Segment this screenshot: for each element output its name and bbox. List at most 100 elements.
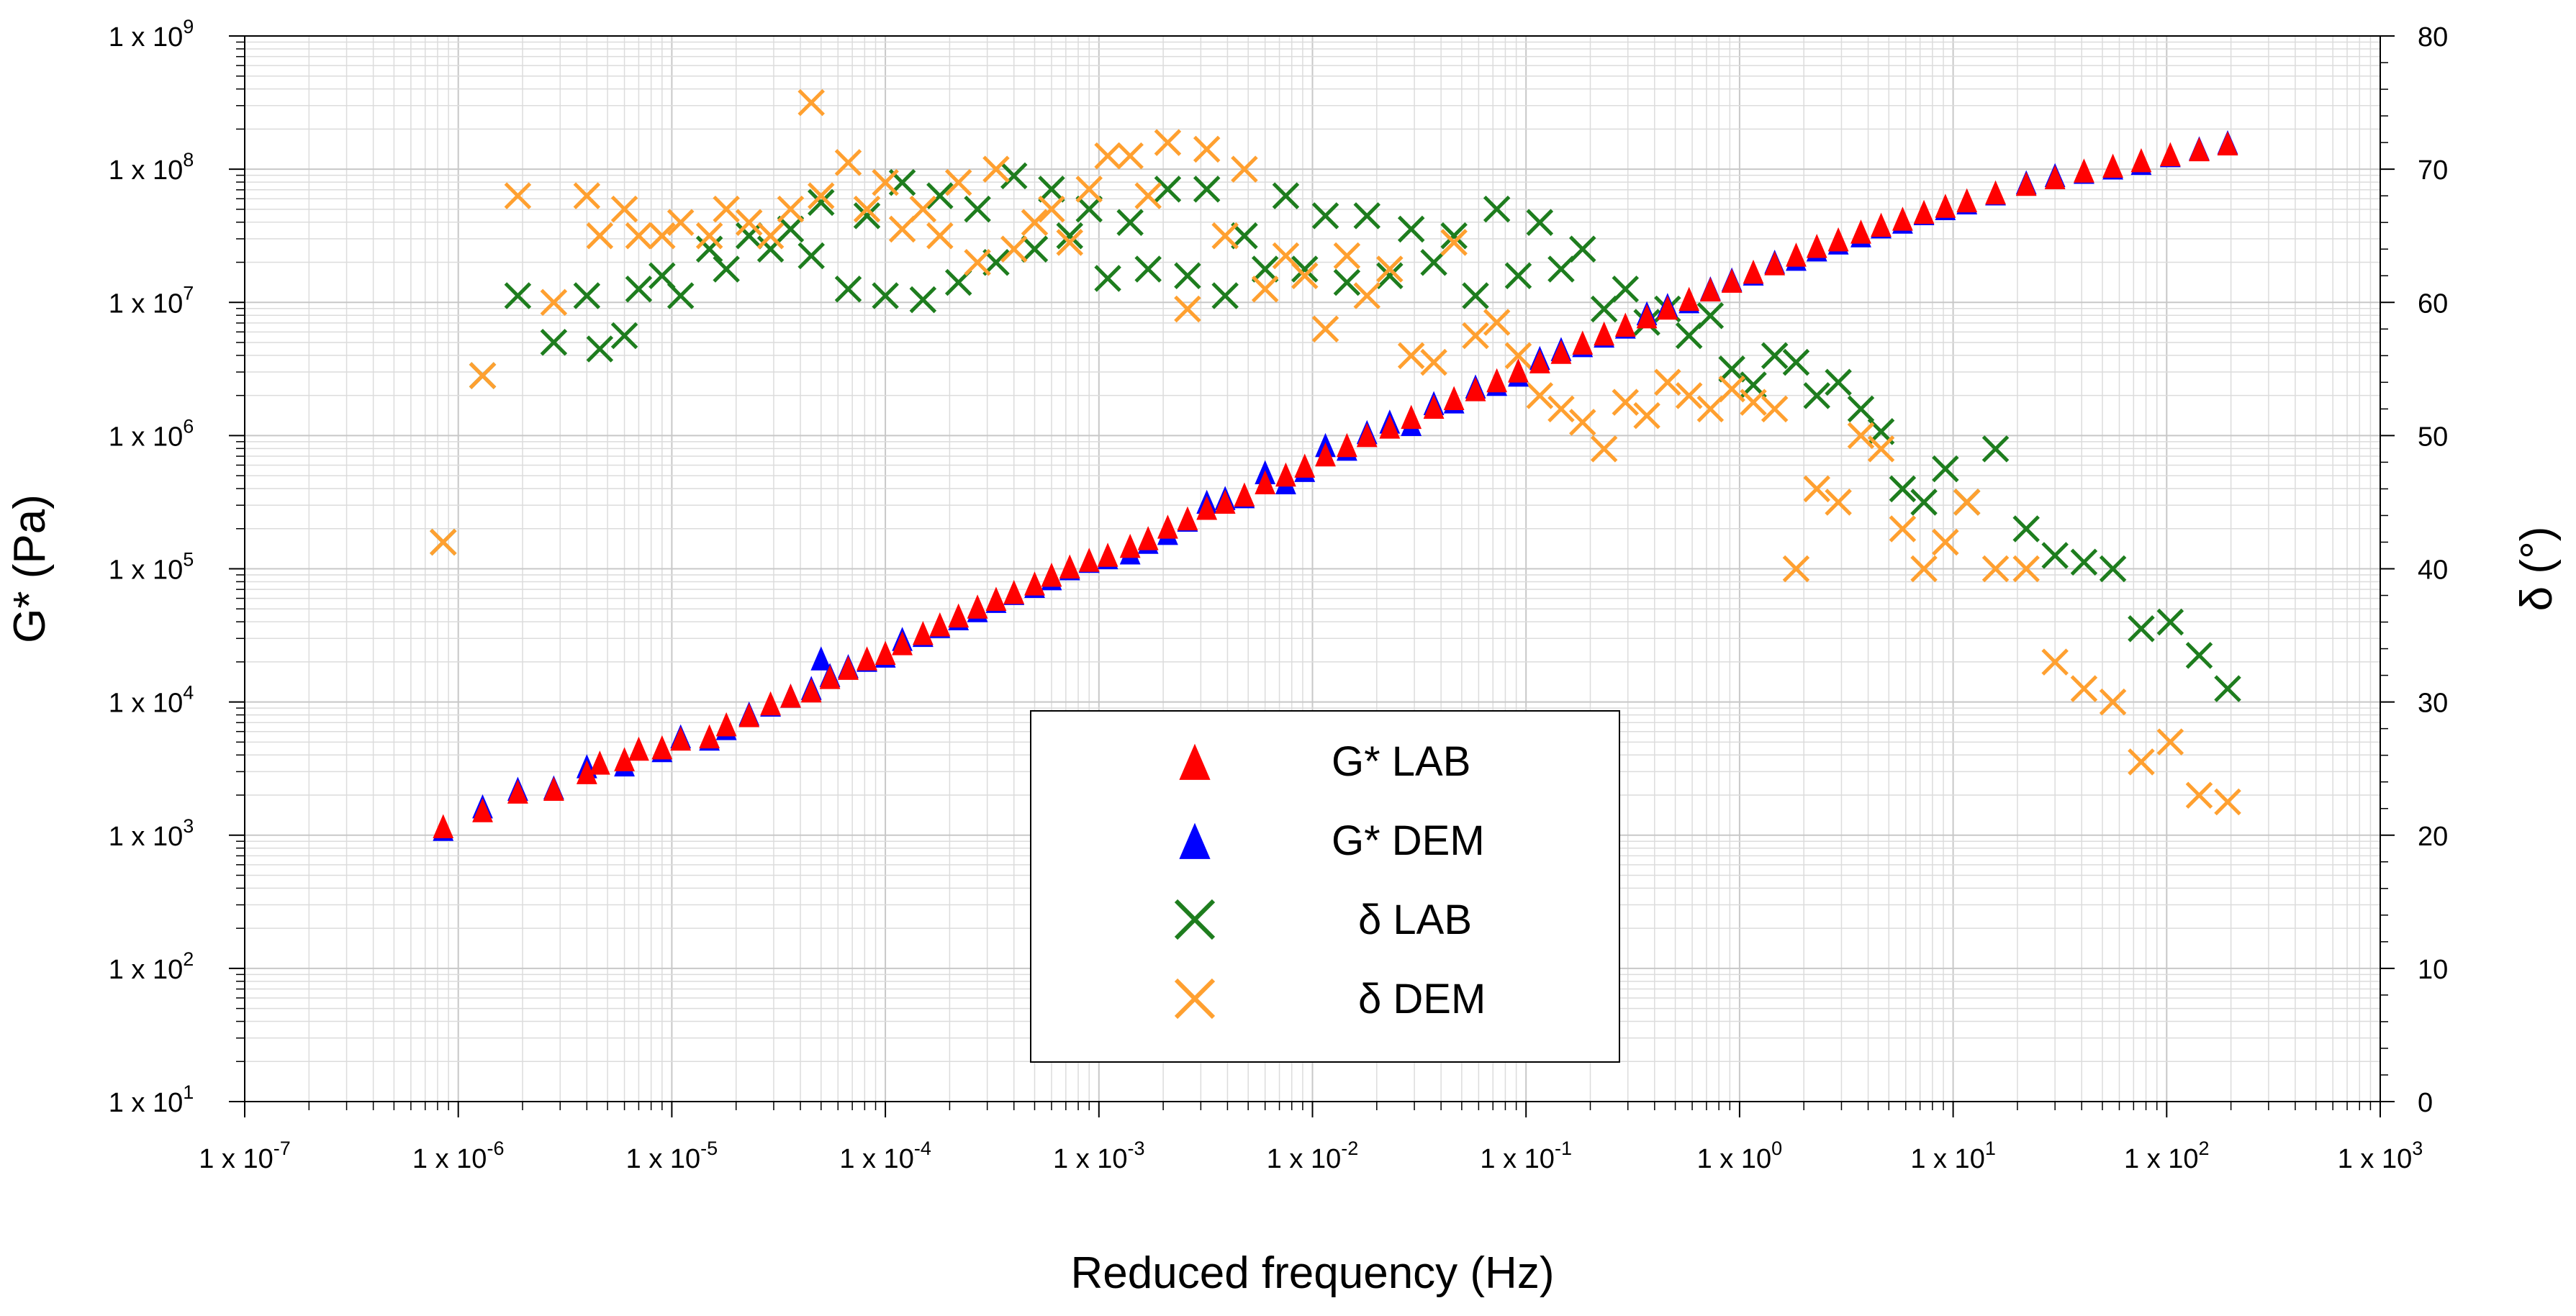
x-tick-label: 1 x 10-7 [199,1138,291,1174]
data-point [1910,489,1938,516]
data-point [1636,304,1658,329]
data-point [1059,554,1080,579]
data-point [1196,496,1218,520]
data-point [1612,389,1640,416]
data-point [872,282,899,309]
data-point [1211,222,1239,250]
data-point [1333,268,1361,296]
data-point [1981,435,2010,463]
data-point [2012,555,2040,583]
data-point [2012,515,2040,543]
data-point [948,603,970,628]
data-point [2214,788,2241,816]
data-point [1550,340,1572,364]
data-point [670,726,692,751]
data-point [1157,514,1178,539]
x-tick-label: 1 x 10-1 [1480,1138,1572,1174]
data-point [589,750,610,775]
data-point [1590,435,1618,463]
data-point [967,594,988,619]
y-tick-label: 1 x 102 [109,948,194,985]
data-point [1633,401,1660,430]
data-point [912,621,934,645]
data-point [1272,182,1300,209]
data-point [1825,489,1852,516]
data-point [666,209,695,236]
data-point [1935,194,1956,218]
data-point [985,586,1007,611]
data-point [1547,395,1575,423]
data-point [540,329,568,356]
data-point [1889,475,1917,503]
data-point [1174,295,1201,323]
data-point [472,798,493,822]
data-point [1397,342,1425,370]
data-point [1094,142,1121,170]
legend-label: G* LAB [1332,738,1470,785]
data-point [834,149,862,176]
data-point [1850,219,1871,244]
legend-box [1030,710,1620,1063]
y2-tick-label: 30 [2418,689,2448,719]
y-tick-label: 1 x 108 [109,149,194,186]
data-point [651,735,673,760]
data-point [648,222,676,250]
data-point [1675,322,1703,350]
data-point [576,760,597,784]
data-point [1782,348,1810,376]
data-point [1116,142,1144,170]
data-point [573,282,601,309]
data-point [1177,506,1198,531]
x-tick-label: 1 x 102 [2124,1138,2210,1174]
data-point [1654,368,1681,396]
data-point [1526,382,1554,409]
data-point [713,255,740,283]
data-point [1251,275,1279,303]
data-point [819,665,841,689]
data-point [2214,675,2241,702]
data-point [2159,142,2181,167]
data-point [628,736,649,761]
data-point [504,282,532,309]
data-point [1021,209,1049,236]
data-point [1397,215,1425,243]
series-d-lab [429,162,2241,702]
data-point [2128,615,2155,643]
data-point [853,195,881,223]
data-point [1761,395,1789,423]
y2-axis-title: δ (°) [2512,527,2562,612]
data-point [1803,382,1830,409]
data-point [1462,322,1489,350]
data-point [1193,176,1221,203]
data-point [1376,255,1404,283]
data-point [1465,377,1486,401]
data-point [695,235,723,263]
data-point [586,335,614,363]
data-point [573,182,601,209]
y2-tick-label: 10 [2418,955,2448,985]
data-point [2130,148,2152,173]
data-point [1275,462,1296,487]
x-axis-title: Reduced frequency (Hz) [1071,1248,1555,1298]
axes: 1 x 10-7 1 x 10-6 1 x 10-5 1 x 10-4 1 x 10-3… [109,16,2449,1174]
data-point [1174,262,1201,289]
x-tick-label: 1 x 101 [1910,1138,1996,1174]
data-point [1311,315,1339,343]
data-point [1483,195,1511,223]
data-point [543,776,564,801]
data-point [695,222,723,250]
data-point [429,528,457,556]
data-point [1353,282,1381,309]
data-point [1423,394,1445,419]
y2-tick-label: 40 [2418,555,2448,586]
data-point [2102,153,2123,178]
data-point [715,712,737,737]
data-point [1985,180,2006,205]
data-point [964,195,991,223]
data-point [1251,255,1279,283]
data-point [1234,482,1255,507]
y-tick-label: 1 x 105 [109,549,194,586]
data-point [610,195,638,223]
data-point [1440,229,1468,256]
data-point [2217,131,2238,156]
